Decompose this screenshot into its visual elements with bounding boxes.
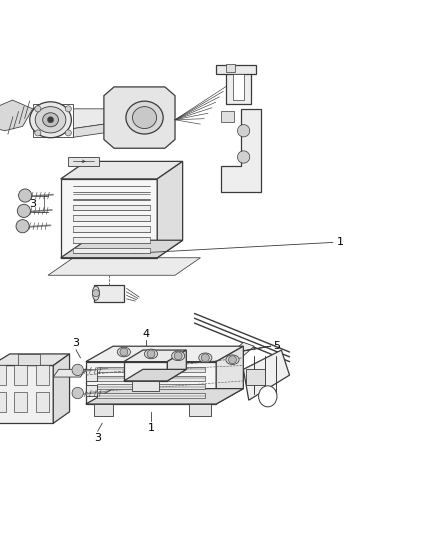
Polygon shape xyxy=(74,248,150,253)
Text: 3: 3 xyxy=(73,338,80,348)
Circle shape xyxy=(72,387,83,399)
Text: 1: 1 xyxy=(148,423,155,433)
Polygon shape xyxy=(94,285,124,302)
Polygon shape xyxy=(14,392,28,411)
Circle shape xyxy=(47,117,53,123)
Circle shape xyxy=(237,151,250,163)
Text: 1: 1 xyxy=(337,237,344,247)
Polygon shape xyxy=(244,350,290,400)
Polygon shape xyxy=(94,404,113,416)
Polygon shape xyxy=(124,350,186,361)
Polygon shape xyxy=(0,354,70,366)
Polygon shape xyxy=(74,237,150,243)
Ellipse shape xyxy=(126,101,163,134)
Polygon shape xyxy=(48,258,201,275)
Text: 4: 4 xyxy=(142,329,149,338)
Polygon shape xyxy=(222,342,254,366)
Polygon shape xyxy=(53,369,86,377)
Bar xyxy=(226,64,235,71)
Polygon shape xyxy=(86,385,97,397)
Ellipse shape xyxy=(35,107,66,133)
Circle shape xyxy=(35,106,41,112)
Polygon shape xyxy=(104,87,175,148)
Polygon shape xyxy=(35,366,49,385)
Polygon shape xyxy=(233,74,244,100)
Polygon shape xyxy=(35,392,49,411)
Polygon shape xyxy=(97,367,205,372)
Polygon shape xyxy=(215,65,256,74)
Polygon shape xyxy=(124,369,186,381)
Polygon shape xyxy=(246,369,265,385)
Ellipse shape xyxy=(199,353,212,362)
Circle shape xyxy=(147,350,155,358)
Polygon shape xyxy=(216,346,244,404)
Text: 5: 5 xyxy=(273,341,280,351)
Polygon shape xyxy=(0,366,53,423)
Ellipse shape xyxy=(172,351,185,361)
Circle shape xyxy=(72,364,83,376)
Polygon shape xyxy=(0,366,6,385)
Polygon shape xyxy=(0,392,6,411)
Ellipse shape xyxy=(30,102,71,138)
Circle shape xyxy=(35,130,41,136)
Polygon shape xyxy=(74,226,150,232)
Polygon shape xyxy=(74,122,119,138)
Circle shape xyxy=(16,220,29,233)
Polygon shape xyxy=(61,179,157,258)
Circle shape xyxy=(65,130,71,136)
Polygon shape xyxy=(86,346,244,361)
Polygon shape xyxy=(86,389,244,404)
Polygon shape xyxy=(157,161,183,258)
Polygon shape xyxy=(86,361,216,404)
Polygon shape xyxy=(97,393,205,398)
Ellipse shape xyxy=(226,355,239,365)
Polygon shape xyxy=(53,354,70,423)
Polygon shape xyxy=(61,240,183,258)
Circle shape xyxy=(18,189,32,202)
Circle shape xyxy=(17,204,30,217)
Polygon shape xyxy=(68,157,99,166)
Circle shape xyxy=(201,354,209,362)
Circle shape xyxy=(120,348,128,356)
Ellipse shape xyxy=(145,349,158,359)
Polygon shape xyxy=(0,100,33,131)
Polygon shape xyxy=(97,376,205,381)
Polygon shape xyxy=(74,205,150,211)
Circle shape xyxy=(92,290,99,297)
Circle shape xyxy=(65,106,71,112)
Polygon shape xyxy=(167,350,186,381)
Polygon shape xyxy=(221,109,261,192)
Polygon shape xyxy=(189,404,211,416)
Text: 3: 3 xyxy=(94,433,101,443)
Circle shape xyxy=(229,356,237,364)
Bar xyxy=(221,111,234,122)
Ellipse shape xyxy=(258,386,277,407)
Polygon shape xyxy=(124,361,167,381)
Polygon shape xyxy=(74,215,150,221)
Polygon shape xyxy=(74,109,119,128)
Ellipse shape xyxy=(42,113,58,127)
Ellipse shape xyxy=(117,347,131,357)
Polygon shape xyxy=(14,366,28,385)
Polygon shape xyxy=(86,369,97,381)
Ellipse shape xyxy=(132,107,156,128)
Polygon shape xyxy=(226,69,251,104)
Polygon shape xyxy=(18,354,40,366)
Polygon shape xyxy=(97,384,205,390)
Circle shape xyxy=(237,125,250,137)
Ellipse shape xyxy=(92,286,99,300)
Circle shape xyxy=(174,352,182,360)
Polygon shape xyxy=(61,161,183,179)
Polygon shape xyxy=(132,381,159,391)
Text: 3: 3 xyxy=(29,199,36,209)
